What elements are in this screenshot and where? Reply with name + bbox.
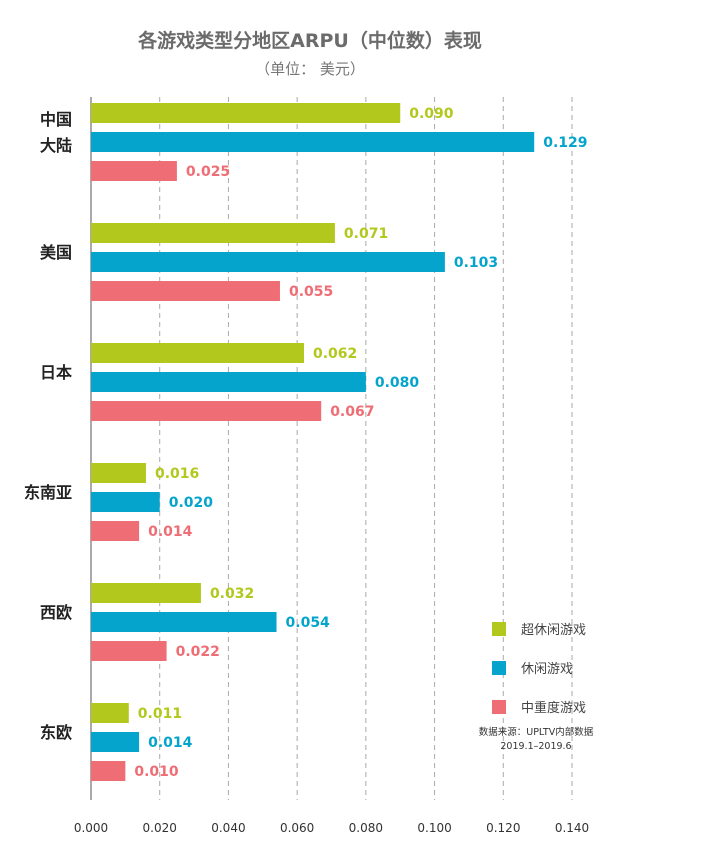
data-label: 0.011: [138, 706, 182, 722]
bar: [91, 252, 445, 272]
legend-label: 超休闲游戏: [521, 623, 587, 638]
bar: [91, 583, 201, 603]
category-label: 东南亚: [24, 483, 72, 502]
bar: [91, 401, 322, 421]
data-label: 0.020: [169, 495, 214, 511]
data-label: 0.103: [454, 255, 498, 271]
chart-subtitle: （单位： 美元）: [255, 60, 365, 78]
x-tick-label: 0.020: [143, 821, 177, 835]
data-label: 0.062: [313, 346, 357, 362]
data-label: 0.129: [543, 135, 587, 151]
category-label: 西欧: [40, 603, 72, 622]
data-label: 0.055: [289, 284, 333, 300]
bar: [91, 732, 140, 752]
legend-swatch: [492, 660, 506, 675]
legend-label: 休闲游戏: [521, 662, 574, 677]
legend-item-hypercasual: 超休闲游戏: [492, 619, 586, 638]
data-label: 0.067: [330, 404, 374, 420]
x-tick-label: 0.120: [486, 821, 520, 835]
source-text: 数据来源：UPLTV内部数据: [478, 727, 594, 738]
x-tick-label: 0.060: [280, 821, 314, 835]
legend-swatch: [492, 699, 506, 714]
category-label: 东欧: [40, 723, 72, 742]
x-tick-label: 0.100: [417, 821, 451, 835]
category-label: 美国: [40, 243, 72, 262]
bar: [91, 463, 146, 483]
data-label: 0.032: [210, 586, 254, 602]
data-label: 0.016: [155, 466, 199, 482]
chart-title: 各游戏类型分地区ARPU（中位数）表现: [138, 30, 482, 52]
legend-swatch: [492, 621, 506, 636]
data-label: 0.022: [176, 644, 220, 660]
data-label: 0.090: [409, 106, 454, 122]
bar: [91, 103, 401, 123]
bar: [91, 703, 129, 723]
x-tick-label: 0.080: [349, 821, 383, 835]
source-note: 数据来源：UPLTV内部数据 2019.1–2019.6: [466, 726, 606, 754]
source-period: 2019.1–2019.6: [500, 741, 572, 752]
bar: [91, 132, 535, 152]
bar: [91, 223, 335, 243]
x-tick-label: 0.000: [74, 821, 108, 835]
legend-item-midcore: 中重度游戏: [492, 697, 586, 716]
bar: [91, 761, 126, 781]
bar: [91, 521, 140, 541]
x-tick-label: 0.040: [211, 821, 245, 835]
bar: [91, 161, 177, 181]
data-label: 0.014: [148, 524, 193, 540]
data-label: 0.014: [148, 735, 193, 751]
bar: [91, 612, 277, 632]
bar: [91, 372, 366, 392]
data-label: 0.010: [134, 764, 179, 780]
legend-item-casual: 休闲游戏: [492, 658, 573, 677]
bar: [91, 343, 305, 363]
data-label: 0.025: [186, 164, 230, 180]
category-label: 日本: [40, 363, 72, 382]
category-label: 大陆: [40, 136, 72, 155]
bar: [91, 492, 160, 512]
bar: [91, 281, 280, 301]
data-label: 0.054: [286, 615, 331, 631]
category-label: 中国: [40, 110, 72, 129]
legend-label: 中重度游戏: [521, 701, 587, 716]
data-label: 0.071: [344, 226, 388, 242]
x-tick-label: 0.140: [555, 821, 589, 835]
data-label: 0.080: [375, 375, 420, 391]
bar: [91, 641, 167, 661]
